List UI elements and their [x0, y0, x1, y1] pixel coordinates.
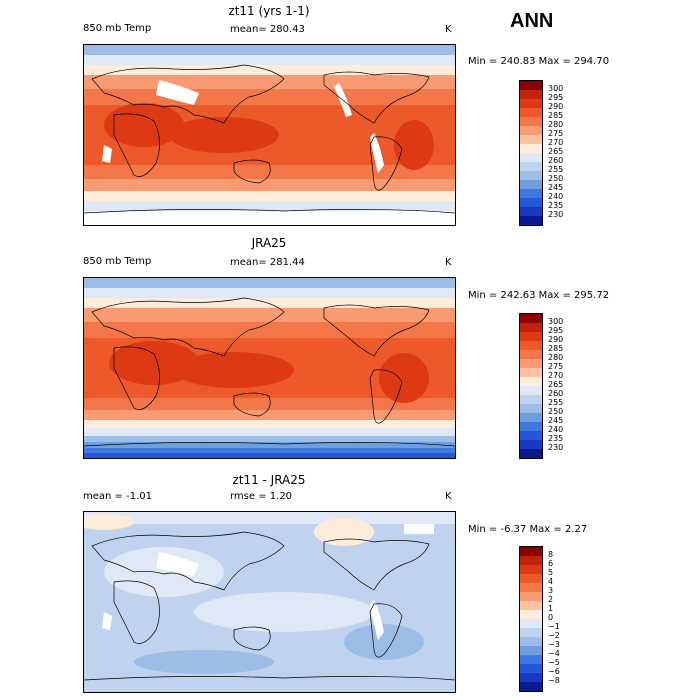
panel-3-minmax: Min = -6.37 Max = 2.27 [468, 524, 588, 535]
panel-1-map [83, 44, 456, 226]
panel-3-rmse-label: rmse = 1.20 [230, 491, 293, 502]
panel-1-title: zt11 (yrs 1-1) [228, 4, 310, 18]
colorbar-tick: 250 [548, 407, 564, 416]
panel-2-units: K [445, 257, 452, 268]
colorbar-tick: 245 [548, 183, 564, 192]
panel-3-map [83, 511, 456, 693]
colorbar-tick: −1 [548, 622, 560, 631]
colorbar-tick: 1 [548, 604, 554, 613]
panel-2-map [83, 277, 456, 459]
colorbar-tick: 235 [548, 434, 564, 443]
panel-1-colorbar [519, 80, 543, 226]
panel-1-minmax: Min = 240.83 Max = 294.70 [468, 56, 610, 67]
colorbar-tick: 260 [548, 156, 564, 165]
colorbar-tick: 5 [548, 568, 554, 577]
colorbar-tick: 240 [548, 425, 564, 434]
colorbar-tick: −5 [548, 658, 560, 667]
colorbar-tick: 0 [548, 613, 554, 622]
colorbar-tick: 300 [548, 84, 564, 93]
colorbar-tick: 285 [548, 111, 564, 120]
panel-2-mean-label: mean= 281.44 [230, 257, 305, 268]
colorbar-tick: 270 [548, 371, 564, 380]
colorbar-tick: 250 [548, 174, 564, 183]
colorbar-tick: 4 [548, 577, 554, 586]
panel-2-colorbar [519, 313, 543, 459]
season-label: ANN [510, 10, 554, 32]
panel-3-mean-label: mean = -1.01 [83, 491, 152, 502]
colorbar-tick: −4 [548, 649, 560, 658]
colorbar-tick: 3 [548, 586, 554, 595]
colorbar-tick: 265 [548, 147, 564, 156]
colorbar-tick: 275 [548, 129, 564, 138]
colorbar-tick: 295 [548, 93, 564, 102]
colorbar-tick: 300 [548, 317, 564, 326]
colorbar-tick: 270 [548, 138, 564, 147]
colorbar-tick: 260 [548, 389, 564, 398]
panel-1-mean-label: mean= 280.43 [230, 24, 305, 35]
colorbar-tick: 290 [548, 102, 564, 111]
colorbar-tick: 280 [548, 353, 564, 362]
colorbar-tick: 285 [548, 344, 564, 353]
colorbar-tick: 240 [548, 192, 564, 201]
panel-3-units: K [445, 491, 452, 502]
panel-3-title: zt11 - JRA25 [232, 473, 306, 487]
colorbar-tick: 255 [548, 165, 564, 174]
colorbar-tick: 265 [548, 380, 564, 389]
colorbar-tick: 295 [548, 326, 564, 335]
panel-2-title: JRA25 [251, 236, 287, 250]
panel-1-units: K [445, 24, 452, 35]
panel-2-variable-label: 850 mb Temp [83, 256, 152, 267]
colorbar-tick: 290 [548, 335, 564, 344]
colorbar-tick: 255 [548, 398, 564, 407]
colorbar-tick: 2 [548, 595, 554, 604]
colorbar-tick: −3 [548, 640, 560, 649]
colorbar-tick: 275 [548, 362, 564, 371]
colorbar-tick: −8 [548, 676, 560, 685]
panel-1-variable-label: 850 mb Temp [83, 23, 152, 34]
colorbar-tick: 230 [548, 443, 564, 452]
colorbar-tick: 230 [548, 210, 564, 219]
colorbar-tick: 245 [548, 416, 564, 425]
colorbar-tick: 6 [548, 559, 554, 568]
panel-2-minmax: Min = 242.63 Max = 295.72 [468, 290, 610, 301]
panel-3-colorbar [519, 546, 543, 692]
colorbar-tick: 280 [548, 120, 564, 129]
colorbar-tick: 235 [548, 201, 564, 210]
colorbar-tick: −2 [548, 631, 560, 640]
colorbar-tick: −6 [548, 667, 560, 676]
colorbar-tick: 8 [548, 550, 554, 559]
